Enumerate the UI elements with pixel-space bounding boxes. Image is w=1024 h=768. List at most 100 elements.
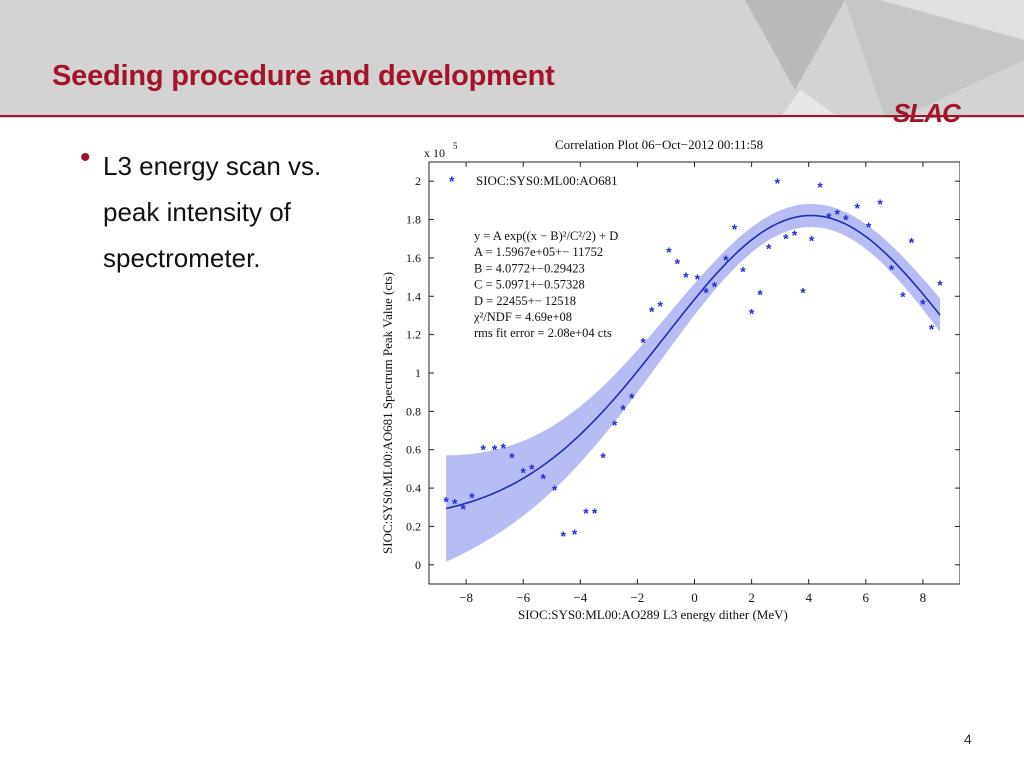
y-multiplier-base: x 10 — [424, 146, 445, 160]
page-number: 4 — [964, 731, 972, 747]
data-point: * — [500, 440, 506, 456]
data-point: * — [909, 235, 915, 251]
fit-line — [445, 214, 941, 510]
data-points: * * *** * *** **** ** ******* **** ** ********* ***… — [443, 175, 943, 544]
x-tick-label: 2 — [748, 590, 755, 605]
slac-logo: SLAC — [893, 98, 961, 128]
y-tick-label: 1 — [415, 366, 421, 380]
fit-annotation-line: A = 1.5967e+05+− 11752 — [474, 245, 603, 259]
data-point: * — [600, 449, 606, 465]
y-tick-label: 2 — [415, 174, 421, 188]
x-tick-label: 4 — [805, 590, 812, 605]
data-point: * — [703, 284, 709, 300]
data-point: * — [666, 244, 672, 260]
y-tick-label: 1.2 — [406, 328, 421, 342]
data-point: * — [866, 219, 872, 235]
fit-annotation-line: χ²/NDF = 4.69e+08 — [473, 310, 572, 324]
data-point: * — [492, 442, 498, 458]
data-point: * — [629, 390, 635, 406]
fit-annotation-line: rms fit error = 2.08e+04 cts — [474, 326, 612, 340]
data-point: * — [675, 256, 681, 272]
fit-annotation-line: C = 5.0971+−0.57328 — [474, 278, 585, 292]
fit-curve — [445, 214, 941, 510]
data-point: * — [937, 277, 943, 293]
data-point: * — [612, 417, 618, 433]
data-point: * — [817, 179, 823, 195]
data-point: * — [920, 296, 926, 312]
header-rule — [0, 115, 1024, 117]
axis-ticks: −8 −6 −4 −2 0 2 4 6 8 0 0.2 0.4 0.6 0.8 1 1.2 1.4 1.6 1.8 2 — [406, 162, 960, 605]
data-point: * — [766, 240, 772, 256]
data-point: * — [740, 263, 746, 279]
slide-title: Seeding procedure and development — [52, 60, 555, 92]
x-tick-label: 6 — [863, 590, 870, 605]
x-axis-label: SIOC:SYS0:ML00:AO289 L3 energy dither (M… — [518, 607, 788, 622]
x-tick-label: −4 — [573, 590, 587, 605]
data-point: * — [461, 501, 467, 517]
legend: * SIOC:SYS0:ML00:AO681 — [449, 173, 618, 189]
data-point: * — [695, 271, 701, 287]
data-point: * — [843, 212, 849, 228]
y-tick-label: 0 — [415, 558, 421, 572]
bullet-dot: • — [80, 141, 91, 174]
y-tick-label: 0.8 — [406, 404, 421, 418]
data-point: * — [683, 269, 689, 285]
data-point: * — [443, 494, 449, 510]
data-point: * — [877, 196, 883, 212]
legend-label: SIOC:SYS0:ML00:AO681 — [476, 173, 618, 188]
x-tick-label: −6 — [516, 590, 530, 605]
data-point: * — [783, 231, 789, 247]
fit-annotation-line: y = A exp((x − B)²/C²/2) + D — [474, 229, 618, 243]
data-point: * — [552, 482, 558, 498]
bullet-text: L3 energy scan vs. peak intensity of spe… — [103, 151, 322, 273]
data-point: * — [572, 526, 578, 542]
data-point: * — [800, 284, 806, 300]
data-point: * — [775, 175, 781, 191]
data-point: * — [452, 495, 458, 511]
data-point: * — [900, 288, 906, 304]
data-point: * — [509, 449, 515, 465]
data-point: * — [723, 252, 729, 268]
y-multiplier-exponent: 5 — [453, 141, 458, 151]
data-point: * — [929, 321, 935, 337]
x-tick-label: 8 — [920, 590, 927, 605]
fit-annotation-line: B = 4.0772+−0.29423 — [474, 261, 585, 275]
correlation-plot: Correlation Plot 06−Oct−2012 00:11:58 x … — [370, 134, 961, 629]
data-point: * — [749, 306, 755, 322]
data-point: * — [826, 210, 832, 226]
data-point: * — [889, 261, 895, 277]
data-point: * — [592, 505, 598, 521]
data-point: * — [792, 227, 798, 243]
data-point: * — [560, 528, 566, 544]
data-point: * — [757, 286, 763, 302]
data-point: * — [620, 401, 626, 417]
data-point: * — [640, 334, 646, 350]
data-point: * — [520, 465, 526, 481]
fit-confidence-band — [446, 204, 940, 562]
data-point: * — [529, 461, 535, 477]
data-point: * — [712, 279, 718, 295]
data-point: * — [809, 233, 815, 249]
y-tick-label: 1.6 — [406, 251, 421, 265]
data-point: * — [469, 490, 475, 506]
data-point: * — [481, 442, 487, 458]
data-point: * — [835, 206, 841, 222]
data-point: * — [732, 221, 738, 237]
data-point: * — [658, 298, 664, 314]
y-tick-label: 1.4 — [406, 289, 421, 303]
fit-annotation-line: D = 22455+− 12518 — [474, 294, 576, 308]
chart-title: Correlation Plot 06−Oct−2012 00:11:58 — [555, 137, 763, 152]
x-tick-label: −8 — [459, 590, 473, 605]
y-multiplier: x 10 5 — [424, 141, 458, 160]
y-axis-label: SIOC:SYS0:ML00:AO681 Spectrum Peak Value… — [380, 272, 395, 554]
y-tick-label: 0.4 — [406, 481, 421, 495]
data-point: * — [854, 200, 860, 216]
x-tick-label: 0 — [691, 590, 698, 605]
confidence-band — [446, 204, 940, 562]
x-tick-label: −2 — [630, 590, 644, 605]
legend-marker: * — [449, 173, 455, 189]
plot-svg: Correlation Plot 06−Oct−2012 00:11:58 x … — [370, 134, 961, 624]
fit-annotations: y = A exp((x − B)²/C²/2) + D A = 1.5967e+… — [473, 229, 618, 340]
slide-header — [0, 0, 1024, 118]
y-tick-label: 1.8 — [406, 213, 421, 227]
